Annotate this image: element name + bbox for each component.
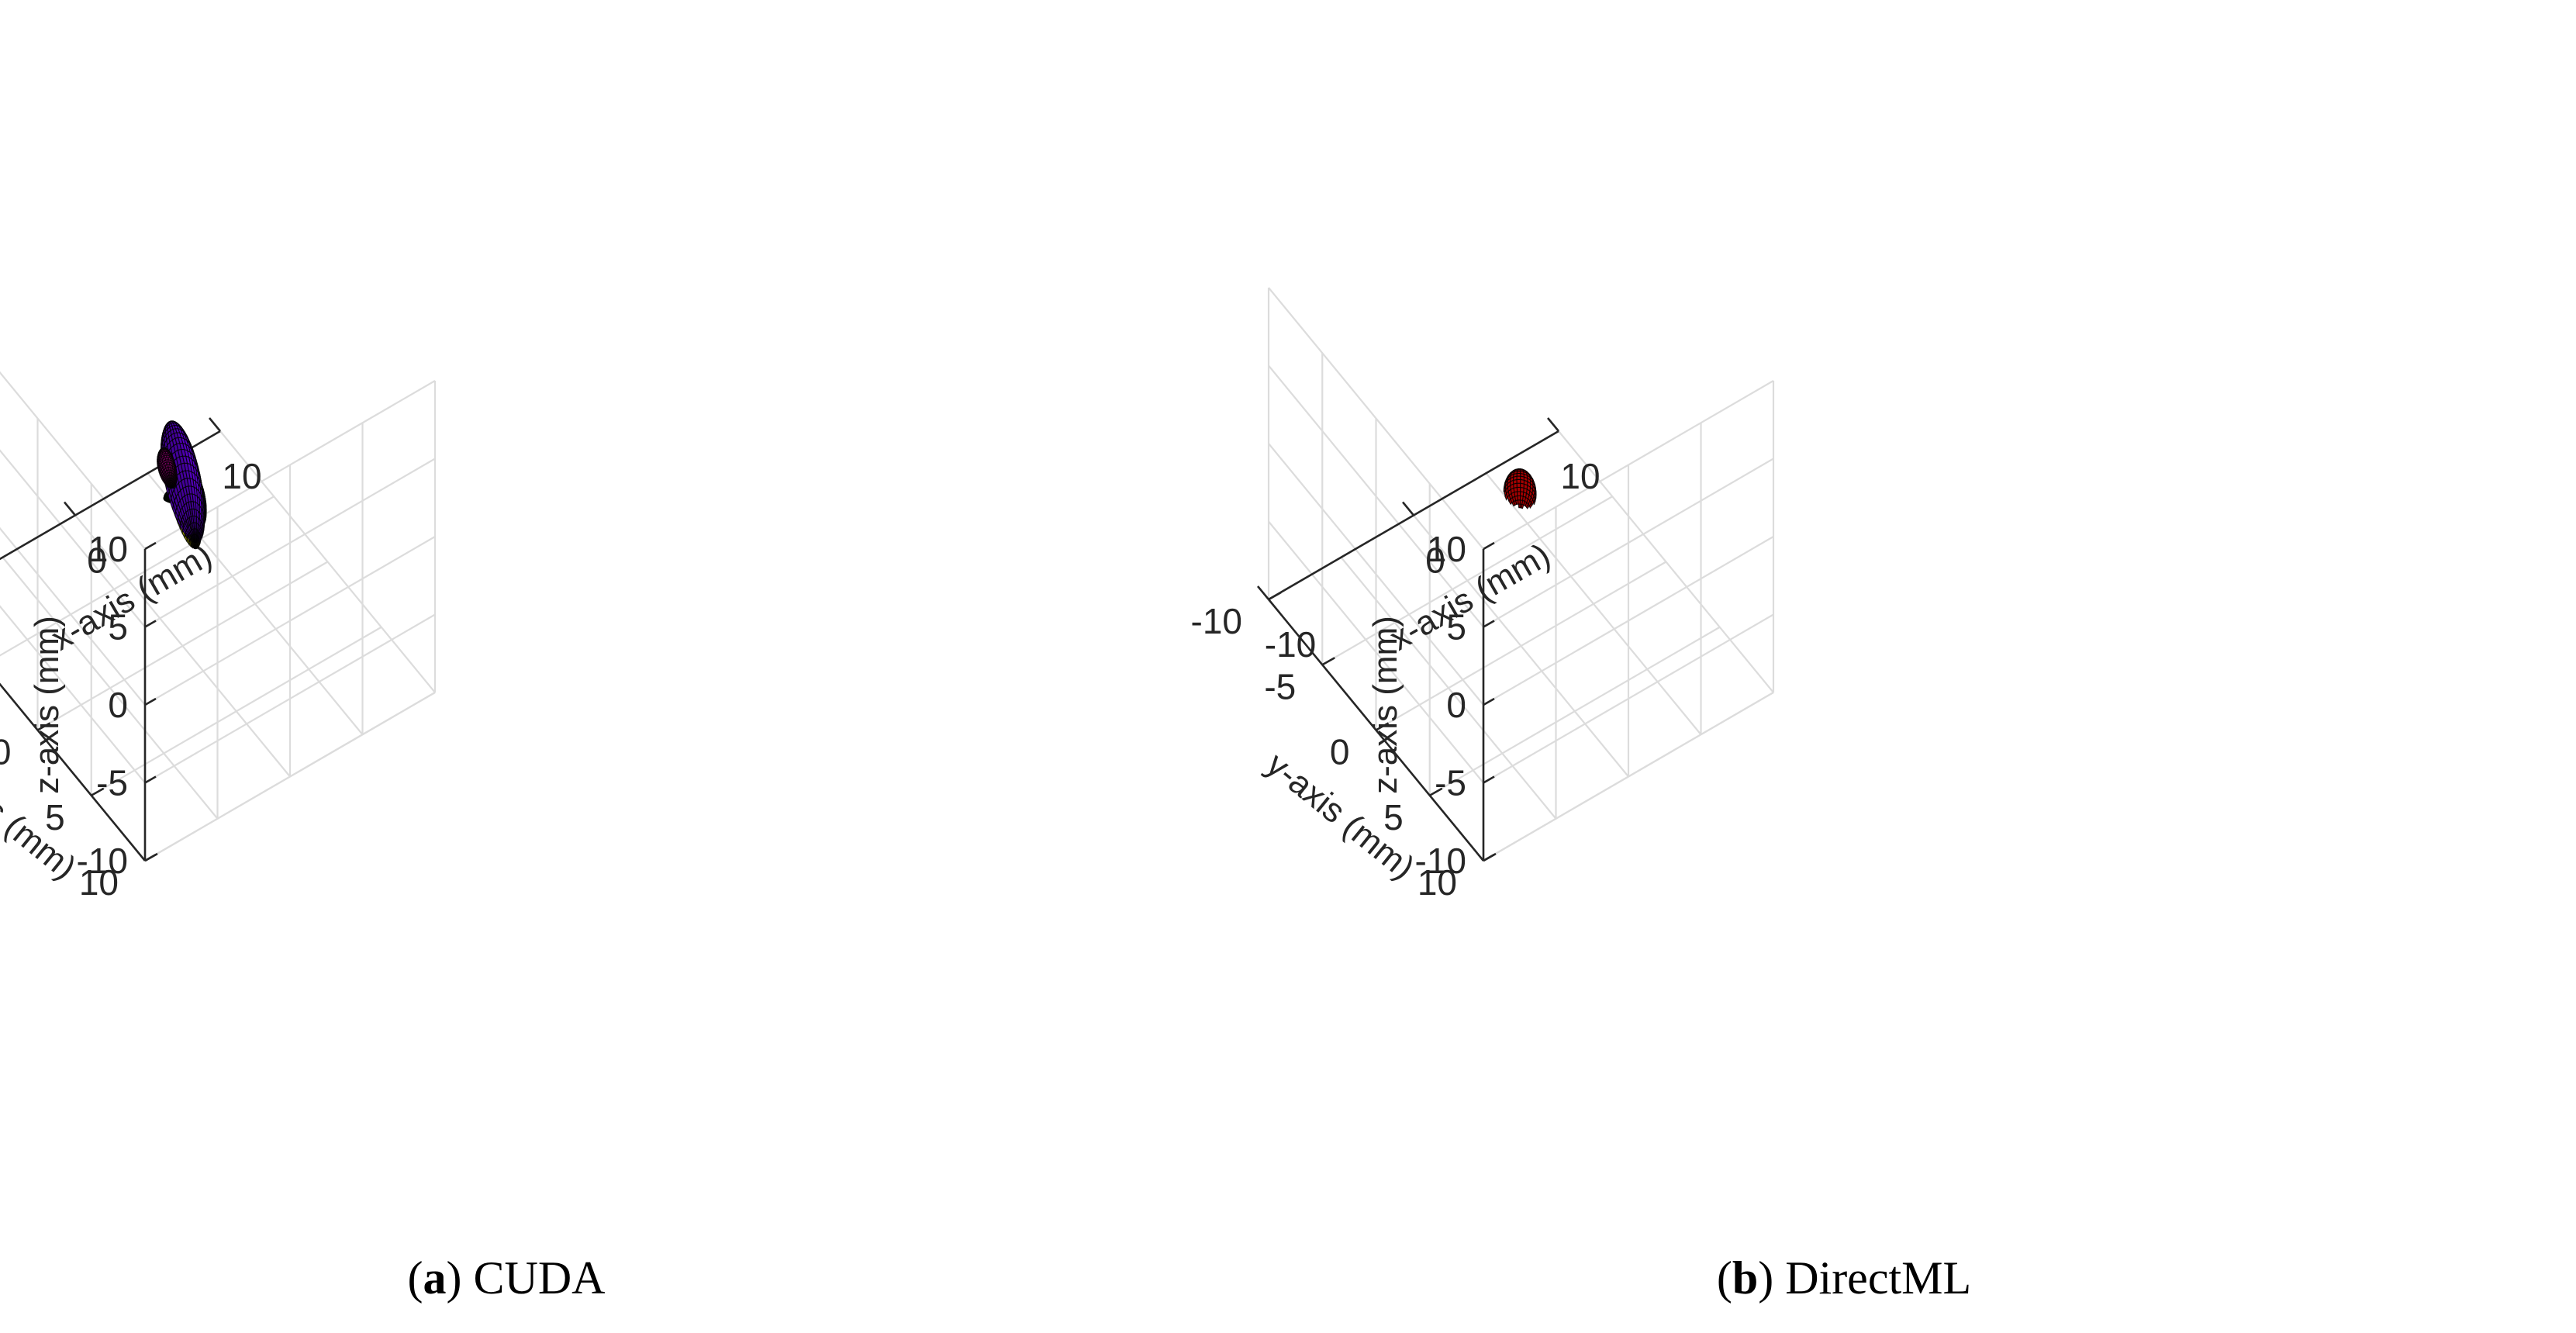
y-tick-mark: [91, 787, 105, 796]
x-tick-mark: [1401, 501, 1415, 516]
caption-letter: b: [1732, 1252, 1758, 1304]
z-tick-mark: [1483, 541, 1495, 551]
z-tick-mark: [144, 697, 157, 706]
x-tick-label: 10: [222, 456, 261, 496]
grid-line: [0, 496, 275, 657]
x-tick-mark: [1256, 585, 1270, 600]
y-tick-mark: [1321, 657, 1335, 666]
caption-letter: a: [423, 1252, 446, 1304]
mesh-face-purple: [195, 527, 197, 535]
caption-close-paren: ): [446, 1252, 473, 1304]
y-tick-mark: [144, 852, 158, 862]
x-tick-label: -10: [1265, 624, 1316, 665]
grid-line: [144, 458, 436, 628]
z-tick-mark: [144, 775, 157, 784]
grid-line: [1268, 520, 1484, 784]
z-tick-label: -10: [77, 841, 128, 881]
grid-line: [0, 371, 146, 550]
grid-line: [1429, 626, 1721, 796]
grid-line: [36, 561, 329, 731]
z-tick-mark: [1483, 697, 1495, 706]
z-tick-label: 0: [1446, 685, 1466, 725]
y-tick-mark: [1483, 852, 1497, 862]
mesh-face-red: [1519, 468, 1525, 471]
grid-line: [1375, 561, 1667, 731]
grid-line: [91, 626, 382, 796]
panel-caption: (b) DirectML: [1717, 1252, 1971, 1304]
grid-line: [144, 613, 436, 784]
grid-line: [0, 527, 146, 706]
z-axis-label: z-axis (mm): [1366, 616, 1404, 794]
x-tick-label: 10: [1560, 456, 1600, 496]
grid-line: [1483, 380, 1774, 550]
grid-line: [1321, 496, 1613, 666]
y-tick-label: 0: [1330, 732, 1350, 772]
z-tick-mark: [144, 541, 157, 551]
y-tick-mark: [36, 722, 51, 731]
y-tick-label: -5: [1264, 666, 1296, 706]
y-tick-mark: [1429, 787, 1443, 796]
mesh-face-red: [1516, 478, 1521, 484]
grid-line: [1483, 613, 1774, 784]
grid-line: [1483, 536, 1774, 706]
mesh-face-purple: [195, 522, 198, 530]
y-tick-mark: [1268, 591, 1282, 601]
z-tick-mark: [144, 620, 157, 628]
mesh-face-red: [1516, 475, 1521, 480]
y-tick-label: 10: [79, 862, 119, 903]
z-tick-label: 5: [108, 607, 128, 648]
z-axis-label: z-axis (mm): [28, 616, 66, 794]
z-tick-mark: [1483, 620, 1495, 628]
grid-line: [144, 692, 436, 862]
caption-open-paren: (: [408, 1252, 423, 1304]
grid-line: [1483, 458, 1774, 628]
mesh-face-magenta: [164, 451, 168, 454]
grid-line: [1268, 287, 1484, 550]
caption-title: DirectML: [1785, 1252, 1971, 1304]
z-tick-label: -5: [1435, 763, 1466, 803]
z-tick-label: 5: [1446, 607, 1466, 648]
caption-close-paren: ): [1758, 1252, 1785, 1304]
y-tick-label: 5: [1383, 797, 1404, 837]
x-tick-mark: [208, 417, 222, 432]
y-tick-label: -10: [1191, 601, 1242, 641]
mesh-face-purple: [178, 437, 184, 444]
x-tick-label: 0: [87, 540, 107, 581]
z-tick-label: 0: [108, 685, 128, 725]
ellipsoid-red: [1503, 468, 1537, 509]
y-tick-label: 0: [0, 732, 12, 772]
z-tick-label: 10: [88, 529, 128, 569]
grid-line: [1483, 692, 1774, 862]
x-tick-mark: [63, 501, 77, 516]
mesh-face-purple: [194, 515, 198, 524]
grid-line: [0, 449, 146, 628]
grid-line: [1268, 364, 1484, 628]
caption-open-paren: (: [1717, 1252, 1732, 1304]
mesh-face-red: [1516, 482, 1521, 488]
y-tick-mark: [1375, 722, 1390, 731]
ellipsoid-mesh-layer: [157, 420, 207, 550]
z-tick-label: -10: [1415, 841, 1466, 881]
z-tick-label: 10: [1427, 529, 1466, 569]
z-tick-mark: [1483, 775, 1495, 784]
caption-title: CUDA: [473, 1252, 605, 1304]
grid-line: [1268, 443, 1484, 706]
panel-caption: (a) CUDA: [408, 1252, 606, 1304]
mesh-face-red: [1516, 486, 1521, 492]
x-tick-mark: [1546, 417, 1560, 432]
y-tick-label: 10: [1417, 862, 1457, 903]
grid-line: [0, 605, 146, 784]
z-tick-label: -5: [96, 763, 128, 803]
grid-line: [144, 536, 436, 706]
x-tick-label: 0: [1425, 540, 1445, 581]
y-tick-label: 5: [45, 797, 65, 837]
